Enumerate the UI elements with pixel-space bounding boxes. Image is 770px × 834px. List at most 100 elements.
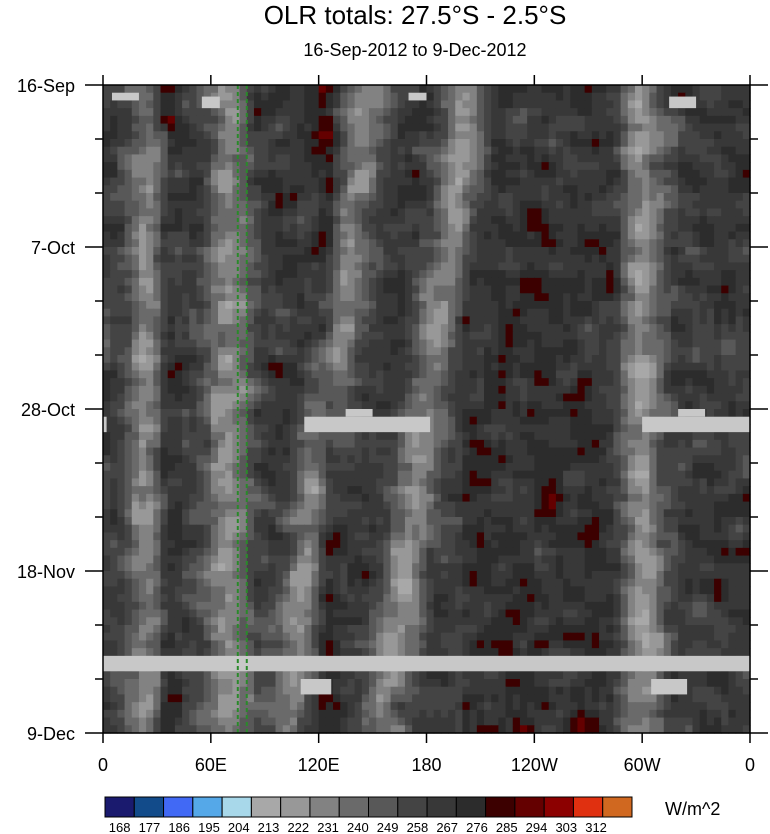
- heatmap-cell: [333, 493, 341, 503]
- heatmap-cell: [519, 401, 528, 410]
- heatmap-cell: [527, 108, 535, 117]
- heatmap-cell: [368, 146, 377, 156]
- heatmap-cell: [117, 463, 126, 472]
- heatmap-cell: [692, 339, 701, 348]
- heatmap-cell: [124, 231, 133, 240]
- heatmap-cell: [304, 409, 313, 418]
- heatmap-cell: [527, 115, 535, 125]
- heatmap-cell: [706, 463, 715, 472]
- heatmap-cell: [440, 347, 449, 356]
- heatmap-cell: [519, 324, 528, 333]
- heatmap-cell: [642, 401, 650, 410]
- heatmap-cell: [706, 123, 715, 132]
- heatmap-cell: [261, 486, 269, 495]
- heatmap-cell: [110, 347, 118, 356]
- heatmap-cell: [333, 216, 341, 225]
- heatmap-cell: [476, 501, 485, 510]
- heatmap-cell: [678, 308, 686, 318]
- heatmap-cell: [182, 416, 190, 426]
- heatmap-cell: [218, 247, 226, 256]
- heatmap-cell: [246, 424, 255, 433]
- heatmap-cell: [505, 239, 514, 248]
- heatmap-cell: [491, 154, 499, 163]
- heatmap-cell: [491, 162, 499, 171]
- heatmap-cell: [541, 455, 550, 464]
- heatmap-cell: [268, 108, 277, 117]
- heatmap-cell: [304, 455, 313, 464]
- heatmap-cell: [455, 231, 464, 240]
- heatmap-cell: [117, 478, 126, 487]
- heatmap-cell: [340, 331, 349, 341]
- heatmap-cell: [649, 146, 658, 156]
- heatmap-cell: [627, 385, 636, 395]
- heatmap-cell: [692, 154, 701, 163]
- heatmap-cell: [440, 92, 449, 102]
- heatmap-cell: [584, 200, 593, 210]
- heatmap-cell: [656, 146, 665, 156]
- heatmap-cell: [138, 169, 147, 179]
- heatmap-cell: [354, 131, 363, 140]
- heatmap-cell: [606, 177, 615, 186]
- heatmap-cell: [642, 301, 650, 310]
- heatmap-cell: [527, 331, 535, 341]
- heatmap-cell: [440, 108, 449, 117]
- heatmap-cell: [699, 100, 708, 109]
- heatmap-cell: [167, 216, 176, 225]
- heatmap-cell: [491, 455, 499, 464]
- heatmap-cell: [311, 239, 320, 248]
- heatmap-cell: [246, 100, 255, 109]
- heatmap-cell: [182, 92, 190, 102]
- heatmap-cell: [289, 501, 298, 510]
- heatmap-cell: [721, 139, 730, 148]
- heatmap-cell: [519, 177, 528, 186]
- heatmap-cell: [642, 193, 650, 202]
- heatmap-cell: [347, 439, 356, 449]
- heatmap-cell: [620, 370, 629, 379]
- heatmap-cell: [347, 447, 356, 456]
- heatmap-cell: [347, 193, 356, 202]
- heatmap-cell: [376, 393, 384, 402]
- heatmap-cell: [325, 293, 334, 302]
- heatmap-cell: [735, 85, 744, 94]
- heatmap-cell: [541, 154, 550, 163]
- heatmap-cell: [491, 339, 499, 348]
- heatmap-cell: [591, 223, 600, 233]
- heatmap-cell: [189, 231, 198, 240]
- heatmap-cell: [735, 247, 744, 256]
- heatmap-cell: [361, 193, 370, 202]
- heatmap-cell: [239, 92, 248, 102]
- heatmap-cell: [196, 146, 205, 156]
- heatmap-cell: [613, 501, 622, 510]
- heatmap-cell: [606, 493, 615, 503]
- heatmap-cell: [663, 115, 672, 125]
- heatmap-cell: [462, 200, 471, 210]
- heatmap-cell: [275, 85, 284, 94]
- heatmap-cell: [311, 185, 320, 194]
- heatmap-cell: [340, 324, 349, 333]
- heatmap-cell: [563, 247, 571, 256]
- heatmap-cell: [174, 339, 183, 348]
- heatmap-cell: [505, 355, 514, 364]
- heatmap-cell: [484, 262, 492, 271]
- heatmap-cell: [268, 162, 277, 171]
- heatmap-cell: [124, 370, 133, 379]
- heatmap-cell: [728, 139, 737, 148]
- heatmap-cell: [433, 308, 442, 318]
- heatmap-cell: [735, 301, 744, 310]
- heatmap-cell: [505, 486, 514, 495]
- heatmap-cell: [426, 85, 435, 94]
- heatmap-cell: [232, 154, 241, 163]
- heatmap-cell: [476, 401, 485, 410]
- heatmap-cell: [706, 208, 715, 217]
- heatmap-cell: [433, 123, 442, 132]
- heatmap-cell: [174, 385, 183, 395]
- heatmap-cell: [462, 285, 471, 294]
- heatmap-cell: [110, 285, 118, 294]
- heatmap-cell: [548, 169, 557, 179]
- heatmap-cell: [534, 301, 543, 310]
- heatmap-cell: [397, 401, 406, 410]
- heatmap-cell: [728, 463, 737, 472]
- heatmap-cell: [347, 92, 356, 102]
- heatmap-cell: [534, 324, 543, 333]
- heatmap-cell: [606, 270, 615, 279]
